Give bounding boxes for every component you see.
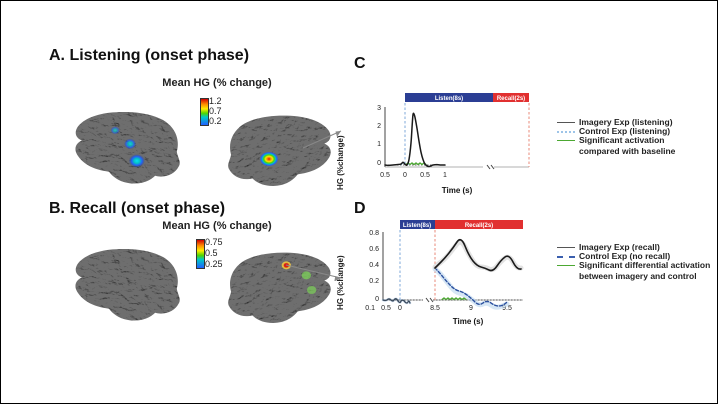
svg-text:Listen(8s): Listen(8s) (435, 96, 463, 102)
svg-text:Recall(2s): Recall(2s) (465, 223, 493, 229)
svg-text:Listen(8s): Listen(8s) (403, 223, 431, 229)
svg-text:2: 2 (377, 123, 381, 130)
svg-text:0: 0 (398, 305, 402, 312)
svg-text:0.6: 0.6 (369, 246, 379, 253)
svg-text:0.4: 0.4 (369, 262, 379, 269)
svg-text:0: 0 (403, 172, 407, 179)
svg-text:0: 0 (375, 296, 379, 303)
svg-text:1: 1 (377, 141, 381, 148)
svg-text:0.5: 0.5 (380, 172, 390, 179)
svg-text:0.2: 0.2 (369, 278, 379, 285)
svg-text:0.5: 0.5 (420, 172, 430, 179)
svg-text:Time (s): Time (s) (453, 317, 484, 326)
svg-text:0: 0 (377, 160, 381, 167)
svg-text:Time (s): Time (s) (442, 186, 473, 195)
svg-text:0.5: 0.5 (381, 305, 391, 312)
svg-text:0.8: 0.8 (369, 230, 379, 237)
svg-text:1: 1 (443, 172, 447, 179)
svg-text:3: 3 (377, 105, 381, 112)
svg-text:0.1: 0.1 (365, 305, 375, 312)
svg-text:9: 9 (469, 305, 473, 312)
svg-text:Recall(2s): Recall(2s) (497, 96, 525, 102)
svg-text:8.5: 8.5 (430, 305, 440, 312)
